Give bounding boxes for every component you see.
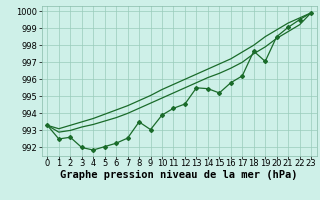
X-axis label: Graphe pression niveau de la mer (hPa): Graphe pression niveau de la mer (hPa) [60,170,298,180]
